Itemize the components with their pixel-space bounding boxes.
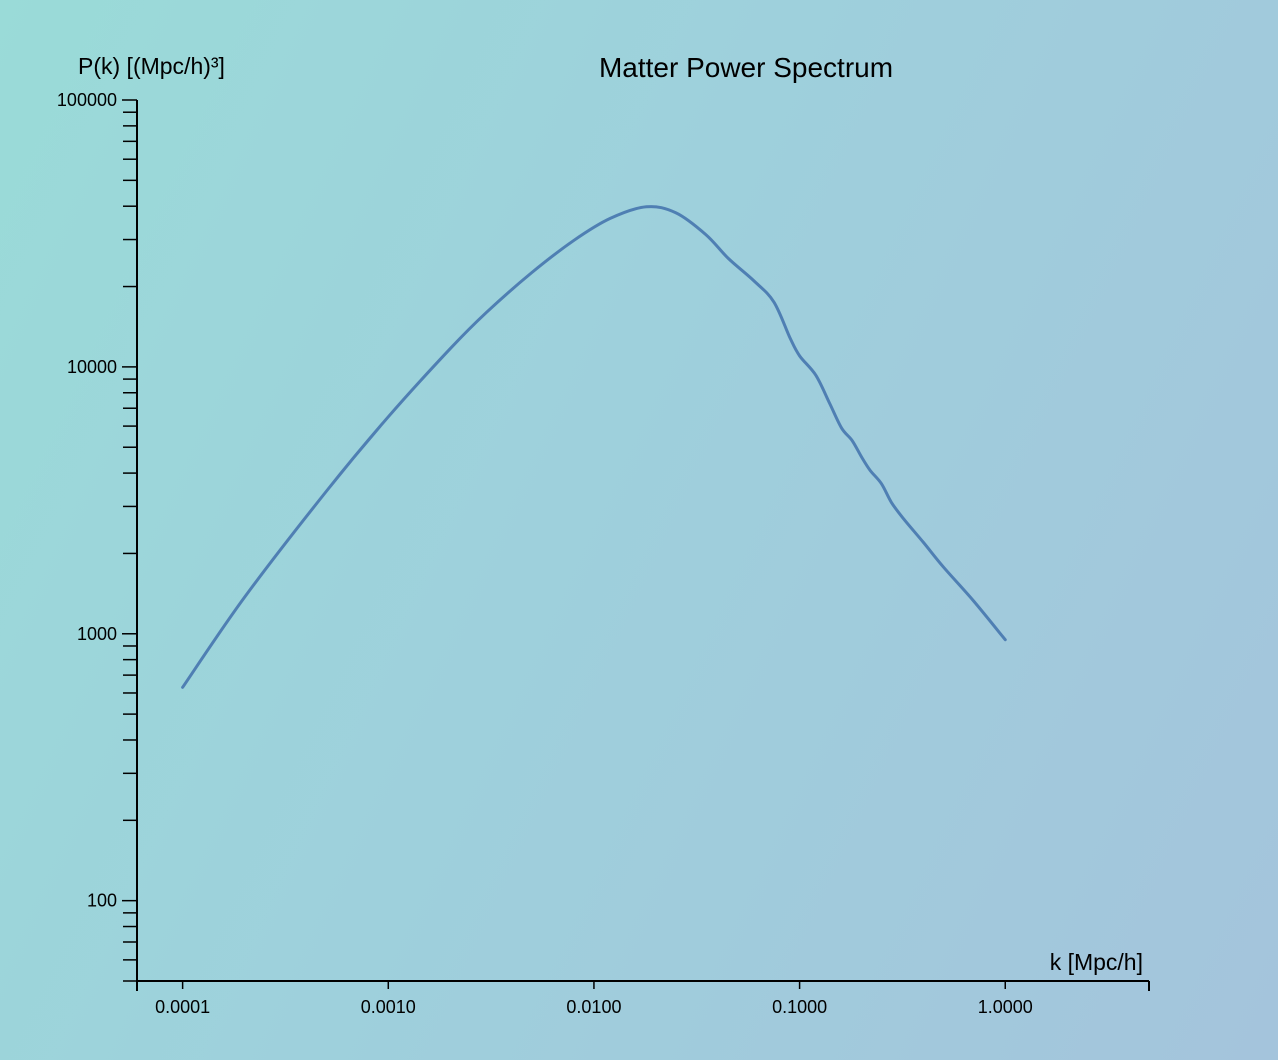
x-tick-label: 0.0010 xyxy=(361,997,416,1017)
chart-title: Matter Power Spectrum xyxy=(599,52,893,83)
plot-area xyxy=(181,205,1007,689)
x-tick-label: 0.0001 xyxy=(155,997,210,1017)
y-tick-label: 1000 xyxy=(77,624,117,644)
power-spectrum-line xyxy=(181,205,1007,689)
y-tick-label: 100 xyxy=(87,891,117,911)
x-tick-label: 0.1000 xyxy=(772,997,827,1017)
y-tick-label: 100000 xyxy=(57,90,117,110)
x-axis: 0.0001 0.0010 0.0100 0.1000 1.0000 xyxy=(136,980,1150,1017)
y-axis: 100 1000 10000 100000 xyxy=(57,90,138,982)
x-axis-title: k [Mpc/h] xyxy=(1050,949,1143,975)
y-tick-label: 10000 xyxy=(67,357,117,377)
x-tick-label: 1.0000 xyxy=(978,997,1033,1017)
x-tick-label: 0.0100 xyxy=(566,997,621,1017)
y-axis-title: P(k) [(Mpc/h)³] xyxy=(78,53,225,79)
